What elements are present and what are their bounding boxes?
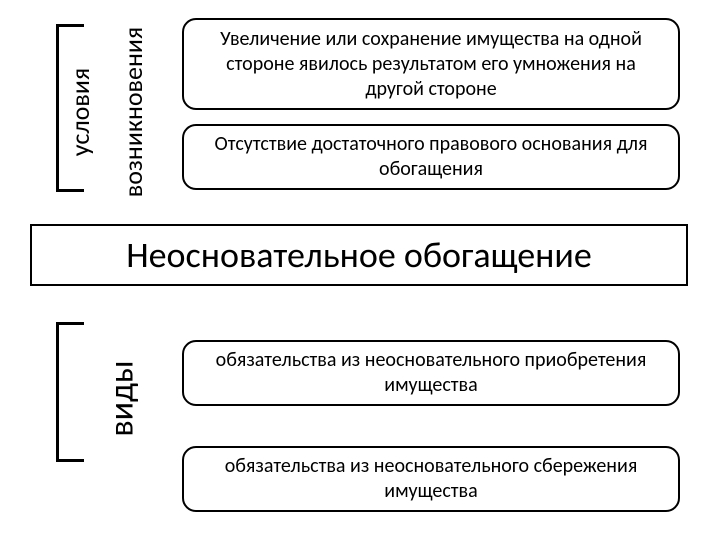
bottom-vlabel: виды bbox=[102, 360, 143, 436]
top-box-1: Увеличение или сохранение имущества на о… bbox=[182, 18, 680, 110]
top-vlabel-line1: условия bbox=[64, 68, 96, 156]
bottom-bracket-tick-lower bbox=[72, 459, 84, 462]
top-bracket-tick-lower bbox=[72, 189, 84, 192]
top-box-2: Отсутствие достаточного правового основа… bbox=[182, 124, 680, 190]
bottom-bracket-tick-upper bbox=[72, 322, 84, 325]
bottom-box-2: обязательства из неосновательного сбереж… bbox=[182, 446, 680, 512]
top-vlabel-line2: возникновения bbox=[117, 27, 149, 197]
top-bracket-tick-upper bbox=[72, 24, 84, 27]
bottom-bracket bbox=[56, 322, 72, 462]
bottom-box-1: обязательства из неосновательного приобр… bbox=[182, 340, 680, 406]
title-box: Неосновательное обогащение bbox=[30, 224, 688, 286]
